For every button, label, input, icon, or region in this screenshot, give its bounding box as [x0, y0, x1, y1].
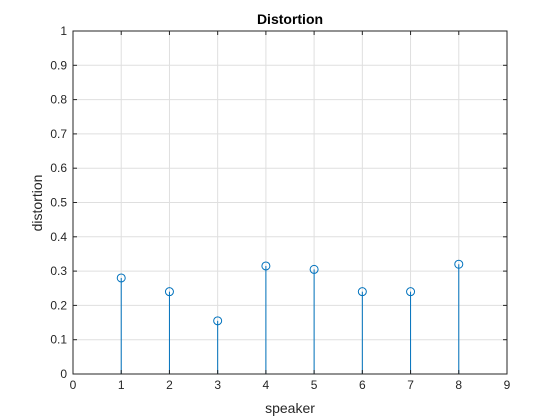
stem-marker: [261, 261, 271, 271]
chart-title: Distortion: [257, 11, 323, 27]
y-tick-label: 0.9: [50, 58, 67, 72]
stem-marker: [164, 287, 174, 297]
stem-series: [116, 259, 464, 374]
y-tick-label: 1: [60, 24, 67, 38]
stem-marker: [309, 264, 319, 274]
stem-marker: [406, 287, 416, 297]
y-tick-label: 0.1: [50, 333, 67, 347]
y-axis-ticks: 0 0.1 0.2 0.3 0.4 0.5 0.6 0.7 0.8 0.9 1: [50, 24, 507, 381]
y-tick-label: 0.4: [50, 230, 67, 244]
y-tick-label: 0.7: [50, 127, 67, 141]
y-tick-label: 0: [60, 367, 67, 381]
x-tick-label: 8: [455, 378, 462, 392]
stem-marker: [357, 287, 367, 297]
x-tick-label: 7: [407, 378, 414, 392]
y-axis-label: distortion: [29, 175, 45, 232]
y-tick-label: 0.8: [50, 93, 67, 107]
x-tick-label: 1: [118, 378, 125, 392]
y-tick-label: 0.5: [50, 196, 67, 210]
y-tick-label: 0.2: [50, 298, 67, 312]
stem-marker: [116, 273, 126, 283]
x-axis-ticks: 0 1 2 3 4 5 6 7 8 9: [70, 31, 511, 392]
x-tick-label: 3: [214, 378, 221, 392]
x-tick-label: 2: [166, 378, 173, 392]
x-axis-label: speaker: [265, 400, 315, 416]
x-tick-label: 0: [70, 378, 77, 392]
stem-marker: [213, 316, 223, 326]
y-tick-label: 0.6: [50, 161, 67, 175]
x-tick-label: 9: [504, 378, 511, 392]
x-tick-label: 5: [311, 378, 318, 392]
stem-marker: [454, 259, 464, 269]
y-tick-label: 0.3: [50, 264, 67, 278]
x-tick-label: 6: [359, 378, 366, 392]
x-tick-label: 4: [263, 378, 270, 392]
